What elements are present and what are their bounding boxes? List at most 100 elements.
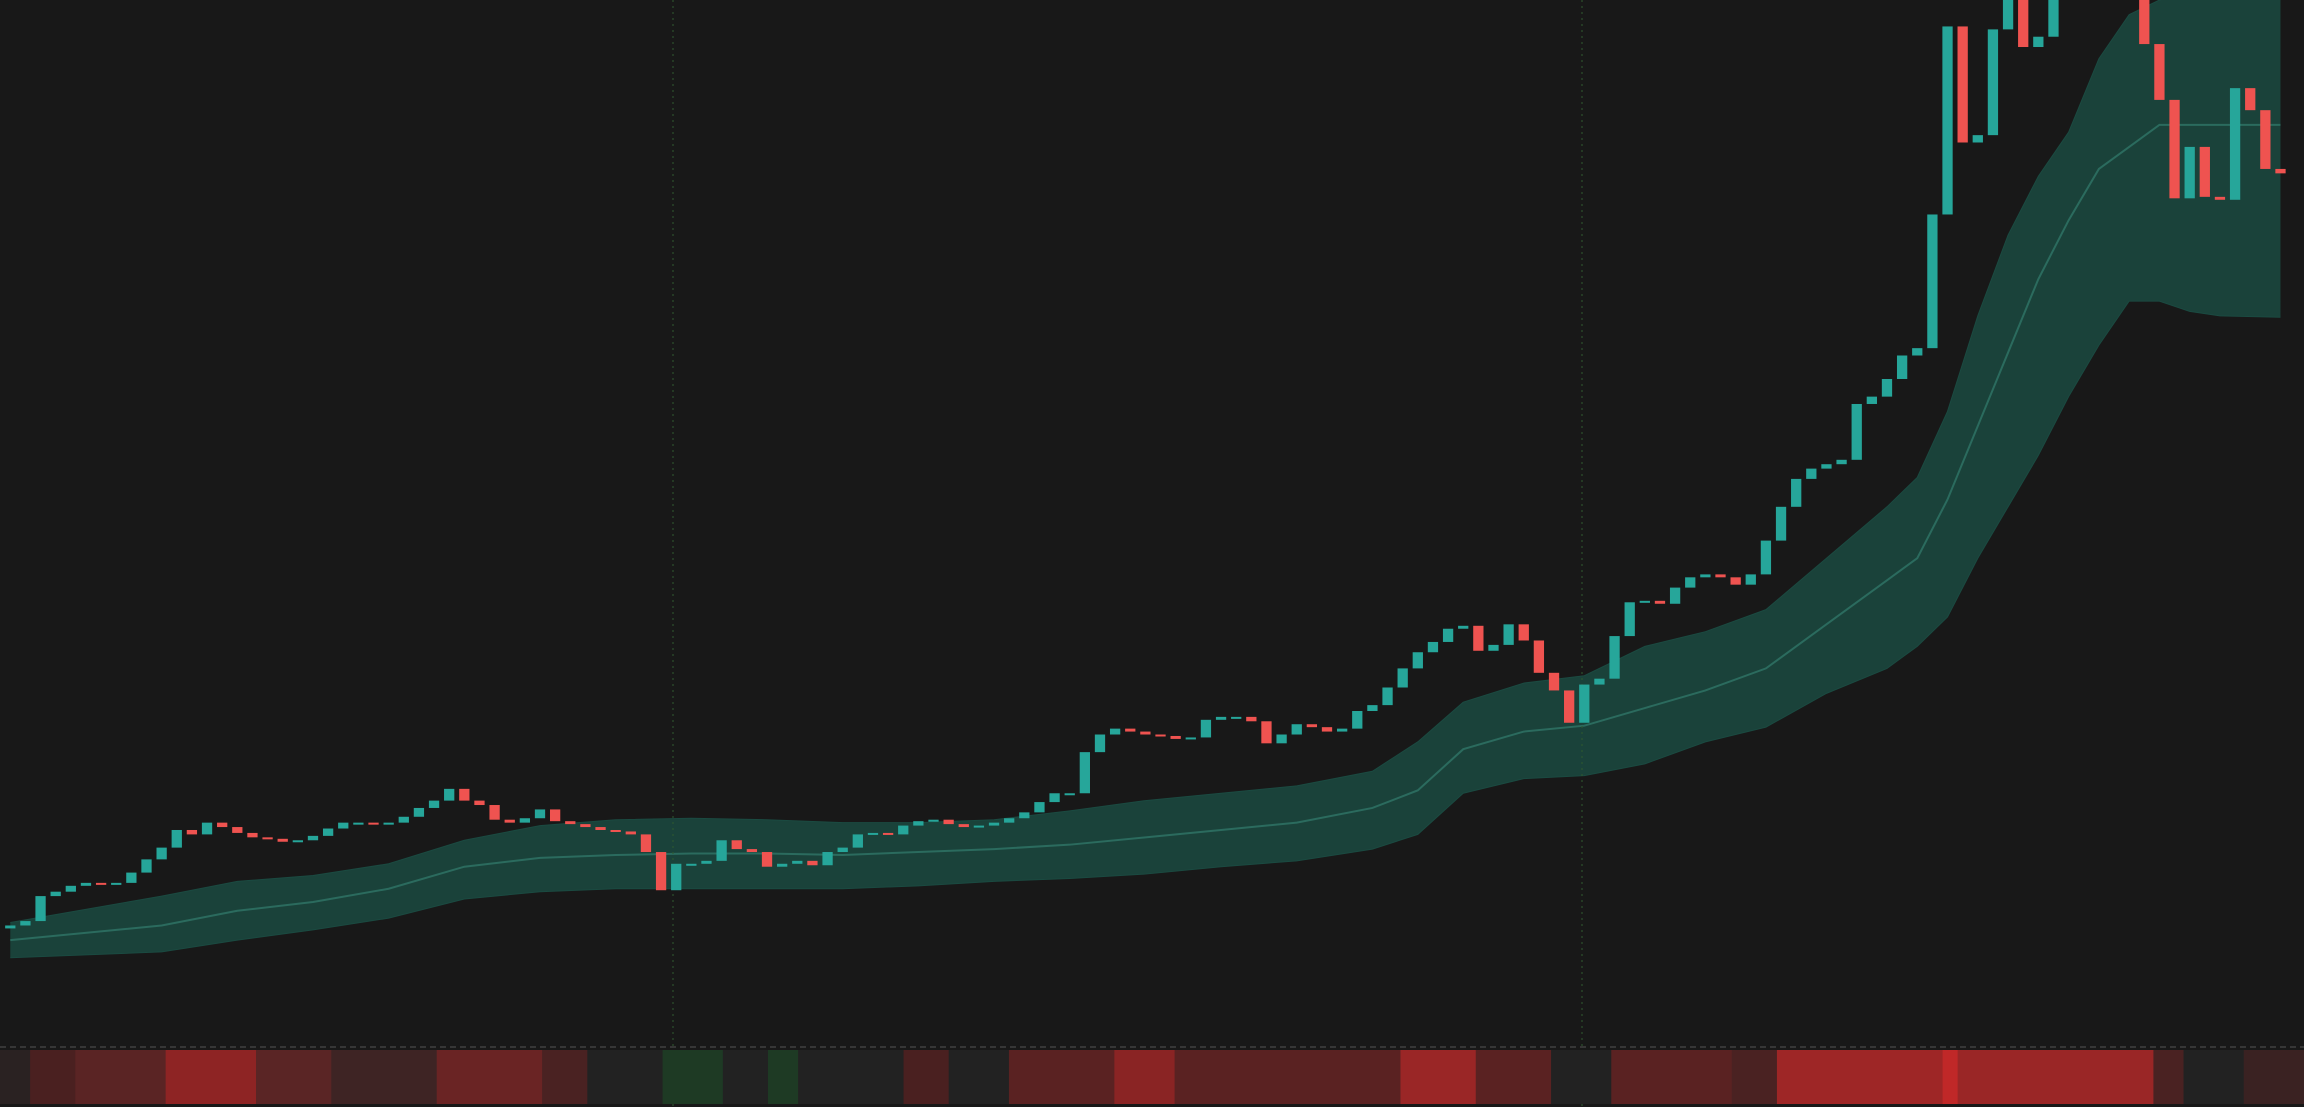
- strip-cell: [587, 1050, 664, 1104]
- strip-cell: [903, 1050, 950, 1104]
- candle-body: [1170, 735, 1181, 739]
- candle-body: [1094, 734, 1106, 753]
- candle-body: [277, 838, 288, 842]
- candle-body: [1654, 600, 1666, 604]
- candle-body: [1564, 690, 1575, 723]
- candle-body: [1276, 734, 1287, 744]
- candle-body: [595, 827, 606, 830]
- strip-cell: [1551, 1050, 1612, 1104]
- candle-body: [655, 852, 667, 891]
- candle-body: [1791, 478, 1802, 507]
- candle-body: [1624, 602, 1635, 637]
- candle-body: [2154, 44, 2165, 100]
- candle-body: [610, 829, 621, 832]
- candle-body: [2245, 88, 2256, 111]
- strip-cell: [436, 1050, 543, 1104]
- candle-body: [1669, 587, 1681, 604]
- candle-body: [1473, 625, 1484, 651]
- candle-body: [444, 788, 455, 801]
- candle-body: [1775, 506, 1787, 541]
- strip-cell: [2183, 1050, 2245, 1104]
- candle-body: [1215, 716, 1227, 720]
- strip-cell: [30, 1050, 76, 1104]
- candle-body: [353, 822, 364, 825]
- candle-body: [1367, 705, 1378, 712]
- candle-body: [519, 818, 531, 823]
- candle-body: [1518, 624, 1529, 641]
- candle-body: [731, 840, 742, 850]
- candle-body: [171, 829, 182, 848]
- candle-body: [928, 819, 939, 822]
- candle-body: [1760, 540, 1772, 575]
- strip-cell: [768, 1050, 799, 1104]
- candle-body: [1896, 355, 1908, 380]
- candle-body: [1730, 577, 1741, 585]
- candle-body: [126, 872, 137, 883]
- candle-body: [504, 819, 515, 823]
- candle-body: [2169, 99, 2180, 199]
- strip-cell: [2243, 1050, 2304, 1104]
- candle-body: [898, 825, 909, 835]
- candle-body: [1458, 625, 1469, 629]
- candle-body: [459, 788, 470, 801]
- candle-body: [1231, 716, 1242, 719]
- candle-body: [1321, 727, 1333, 732]
- candle-body: [262, 837, 273, 840]
- candle-body: [1397, 668, 1408, 688]
- strip-cell: [1611, 1050, 1733, 1104]
- candle-body: [1079, 752, 1090, 794]
- candle-body: [792, 860, 803, 864]
- strip-cell: [165, 1050, 257, 1104]
- candle-body: [882, 832, 894, 835]
- candle-body: [1427, 641, 1439, 653]
- candle-body: [1064, 793, 1075, 796]
- candle-body: [1836, 459, 1847, 465]
- candle-body: [489, 805, 500, 820]
- strip-cell: [1776, 1050, 1944, 1104]
- strip-cell: [722, 1050, 769, 1104]
- candle-body: [534, 809, 546, 819]
- candle-body: [2002, 0, 2014, 30]
- candle-body: [2018, 0, 2029, 48]
- candle-body: [111, 882, 122, 885]
- candle-body: [1503, 624, 1514, 645]
- candle-body: [549, 809, 561, 822]
- candle-body: [973, 825, 985, 828]
- candle-body: [1881, 379, 1893, 397]
- strip-cell: [948, 1050, 1010, 1104]
- candle-body: [322, 828, 334, 836]
- candle-body: [837, 847, 848, 853]
- candle-body: [232, 827, 243, 833]
- candle-body: [474, 800, 485, 806]
- candle-body: [1246, 716, 1257, 722]
- candle-body: [428, 800, 440, 808]
- candle-body: [1125, 728, 1136, 732]
- candle-body: [1912, 348, 1923, 356]
- candle-body: [1352, 711, 1363, 729]
- candle-body: [1987, 29, 1999, 136]
- strip-cell: [1957, 1050, 2154, 1104]
- candle-body: [1942, 26, 1953, 215]
- candle-body: [141, 859, 152, 873]
- candle-body: [2139, 0, 2150, 45]
- strip-cell: [1400, 1050, 1477, 1104]
- candle-body: [686, 863, 697, 866]
- candle-body: [1200, 719, 1212, 738]
- strip-cell: [828, 1050, 905, 1104]
- band-lower: [10, 300, 2281, 959]
- candle-body: [1806, 468, 1817, 479]
- candle-body: [1594, 678, 1605, 685]
- candle-body: [247, 832, 258, 838]
- candle-body: [2048, 0, 2059, 37]
- candle-body: [1306, 724, 1318, 728]
- candle-body: [2229, 88, 2241, 200]
- candle-body: [1745, 574, 1756, 585]
- candle-body: [186, 829, 198, 835]
- candle-body: [1442, 628, 1454, 642]
- candle-body: [65, 885, 76, 892]
- candle-body: [80, 882, 92, 886]
- candle-body: [2214, 196, 2226, 200]
- band-fill: [10, 0, 2281, 958]
- candle-body: [761, 852, 773, 867]
